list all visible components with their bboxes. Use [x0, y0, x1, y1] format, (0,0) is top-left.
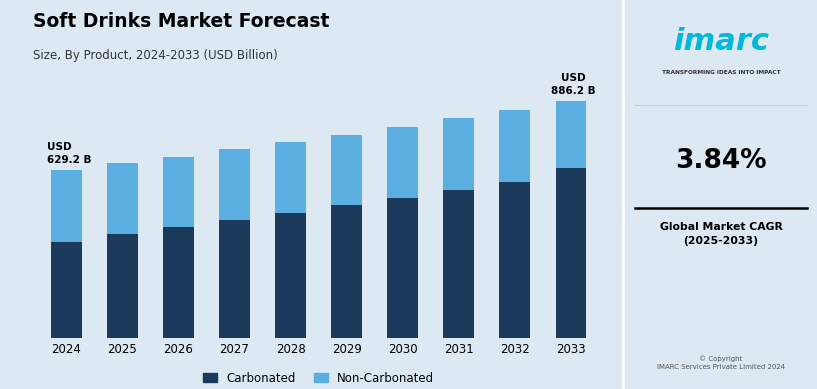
Bar	[331, 135, 362, 205]
Bar	[331, 205, 362, 338]
Bar	[275, 213, 306, 338]
Text: imarc: imarc	[673, 27, 769, 56]
Text: 3.84%: 3.84%	[675, 148, 767, 174]
Bar	[556, 168, 587, 338]
Text: TRANSFORMING IDEAS INTO IMPACT: TRANSFORMING IDEAS INTO IMPACT	[662, 70, 780, 75]
Bar	[387, 198, 418, 338]
Text: Size, By Product, 2024-2033 (USD Billion): Size, By Product, 2024-2033 (USD Billion…	[33, 49, 278, 61]
Text: Soft Drinks Market Forecast: Soft Drinks Market Forecast	[33, 12, 329, 31]
Bar	[163, 156, 194, 228]
Bar	[107, 234, 138, 338]
Text: USD
886.2 B: USD 886.2 B	[551, 73, 596, 96]
Bar	[163, 228, 194, 338]
Bar	[444, 190, 474, 338]
Bar	[556, 101, 587, 168]
Legend: Carbonated, Non-Carbonated: Carbonated, Non-Carbonated	[199, 367, 439, 389]
Bar	[387, 127, 418, 198]
Bar	[219, 149, 250, 220]
Text: © Copyright
IMARC Services Private Limited 2024: © Copyright IMARC Services Private Limit…	[657, 355, 785, 370]
Bar	[107, 163, 138, 234]
Bar	[275, 142, 306, 213]
Bar	[51, 170, 82, 242]
Bar	[499, 110, 530, 182]
Bar	[51, 242, 82, 338]
Bar	[219, 220, 250, 338]
Text: USD
629.2 B: USD 629.2 B	[47, 142, 92, 165]
Bar	[499, 182, 530, 338]
Text: Global Market CAGR
(2025-2033): Global Market CAGR (2025-2033)	[659, 222, 783, 246]
Bar	[444, 118, 474, 190]
